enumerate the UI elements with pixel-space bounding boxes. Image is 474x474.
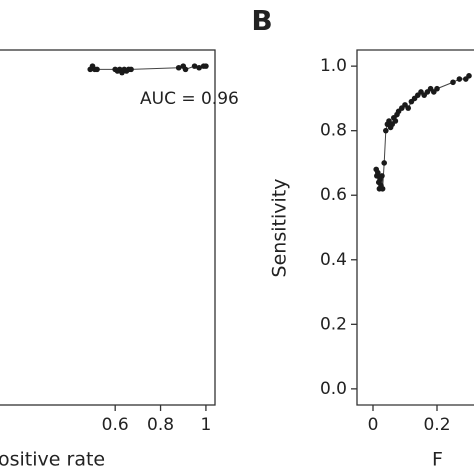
x-tick-label: 0.6	[102, 415, 129, 435]
curve	[89, 65, 206, 74]
y-tick-label: 0.2	[320, 314, 347, 334]
x-tick-label: 0.2	[423, 415, 450, 435]
point	[383, 127, 389, 134]
plot-frame	[356, 49, 474, 406]
point	[379, 185, 386, 192]
y-tick-label: 0.8	[320, 121, 347, 141]
y-tick-label: 0.6	[320, 185, 347, 205]
point	[450, 79, 456, 86]
y-tick-label: 1.0	[320, 56, 347, 76]
point	[466, 73, 472, 79]
point	[375, 169, 381, 176]
point	[94, 66, 100, 73]
y-tick-label: 0.4	[320, 250, 347, 270]
point	[203, 63, 209, 69]
point	[128, 66, 134, 73]
x-axis-label: F	[432, 449, 443, 471]
x-tick-label: 0	[368, 415, 379, 435]
point	[175, 64, 182, 71]
point	[392, 118, 399, 124]
plot-frame	[0, 49, 216, 406]
point	[191, 63, 198, 69]
point	[196, 64, 202, 71]
point	[182, 66, 189, 73]
point	[405, 105, 412, 111]
x-tick-label: 0.8	[147, 415, 174, 435]
point	[379, 173, 385, 179]
y-axis-label: Sensitivity	[269, 179, 291, 278]
point	[381, 160, 388, 166]
point	[434, 85, 440, 92]
x-tick-label: 1	[201, 415, 212, 435]
x-axis-label: ositive rate	[0, 449, 105, 471]
annotation: AUC = 0.96	[140, 89, 239, 109]
point	[456, 76, 463, 82]
panel-label: B	[251, 4, 272, 37]
y-tick-label: 0.0	[320, 379, 347, 399]
